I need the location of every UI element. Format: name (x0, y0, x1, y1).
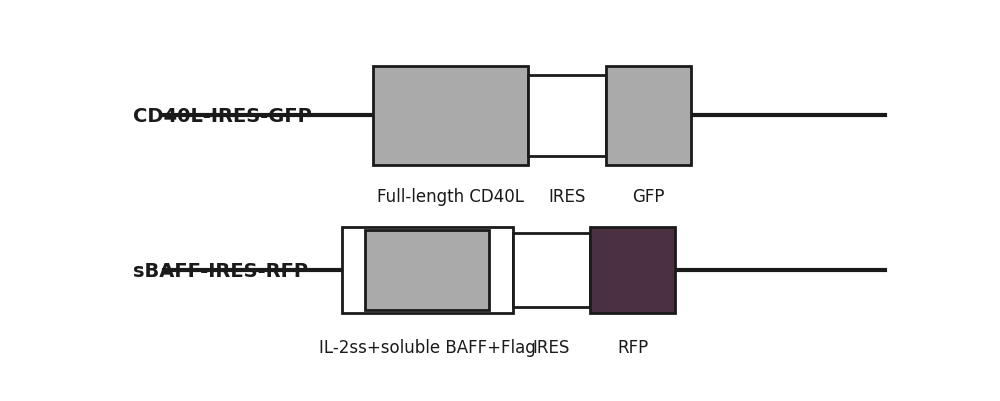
Bar (590, 227, 675, 314)
Bar (373, 67, 528, 166)
Text: IL-2ss+soluble BAFF+Flag: IL-2ss+soluble BAFF+Flag (319, 338, 536, 356)
Bar (342, 227, 512, 314)
Text: IRES: IRES (533, 338, 570, 356)
Bar (365, 230, 489, 310)
Text: IRES: IRES (548, 187, 585, 205)
Bar (512, 233, 590, 308)
Text: CD40L-IRES-GFP: CD40L-IRES-GFP (133, 107, 312, 126)
Text: GFP: GFP (632, 187, 664, 205)
Bar (528, 76, 606, 156)
Text: sBAFF-IRES-RFP: sBAFF-IRES-RFP (133, 261, 308, 280)
Text: RFP: RFP (617, 338, 648, 356)
Bar (606, 67, 691, 166)
Text: Full-length CD40L: Full-length CD40L (377, 187, 524, 205)
